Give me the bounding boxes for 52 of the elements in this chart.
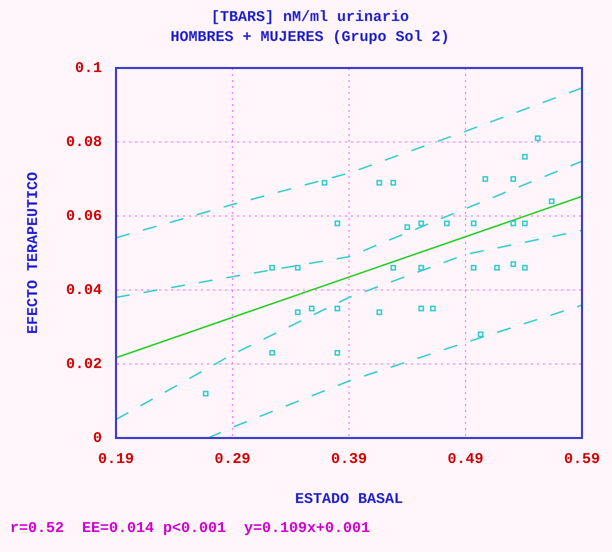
point [269,350,275,356]
point [202,390,209,396]
y-axis-title: EFECTO TERAPEUTICO [24,172,42,334]
line-series [116,160,582,298]
x-tick-label: 0.49 [447,450,484,468]
y-tick-label: 0 [92,430,102,447]
y-tick-label: 0.08 [66,134,102,151]
point [522,220,528,226]
point [418,306,424,312]
point [522,264,528,271]
point [482,176,488,182]
line-series [116,230,582,420]
x-tick-label: 0.19 [98,450,134,468]
point [444,220,450,226]
y-tick-label: 0.04 [66,282,102,299]
chart-title: [TBARS] nM/ml urinario [210,8,410,26]
x-tick-label: 0.39 [330,450,368,468]
point [478,332,484,338]
point [308,306,315,312]
y-tick-label: 0.02 [66,356,102,373]
x-tick-label: 0.59 [564,450,600,468]
point [510,261,516,267]
point [334,350,340,356]
chart-subtitle: HOMBRES + MUJERES (Grupo Sol 2) [170,28,450,46]
point [510,220,516,226]
point [510,176,516,182]
point [334,306,340,312]
point [418,220,424,226]
point [494,264,500,271]
point [404,224,410,230]
point [269,264,275,271]
point [418,264,424,271]
point [470,220,477,226]
point [376,309,382,316]
point [548,198,555,204]
point [470,264,477,271]
x-axis-title: ESTADO BASAL [294,490,404,508]
x-tick-label: 0.29 [214,450,251,468]
point [430,306,436,312]
point [294,309,301,316]
point [376,180,382,186]
line-series [116,87,582,239]
point [390,180,396,186]
point [334,220,340,226]
point [322,180,328,186]
point [534,135,541,142]
y-tick-label: 0.1 [74,60,102,77]
text: r=0.52 EE=0.014 p<0.001 y=0.109x+0.001 [10,520,370,537]
point [522,154,528,160]
y-tick-label: 0.06 [66,208,102,225]
point [390,264,396,271]
point [294,264,301,271]
